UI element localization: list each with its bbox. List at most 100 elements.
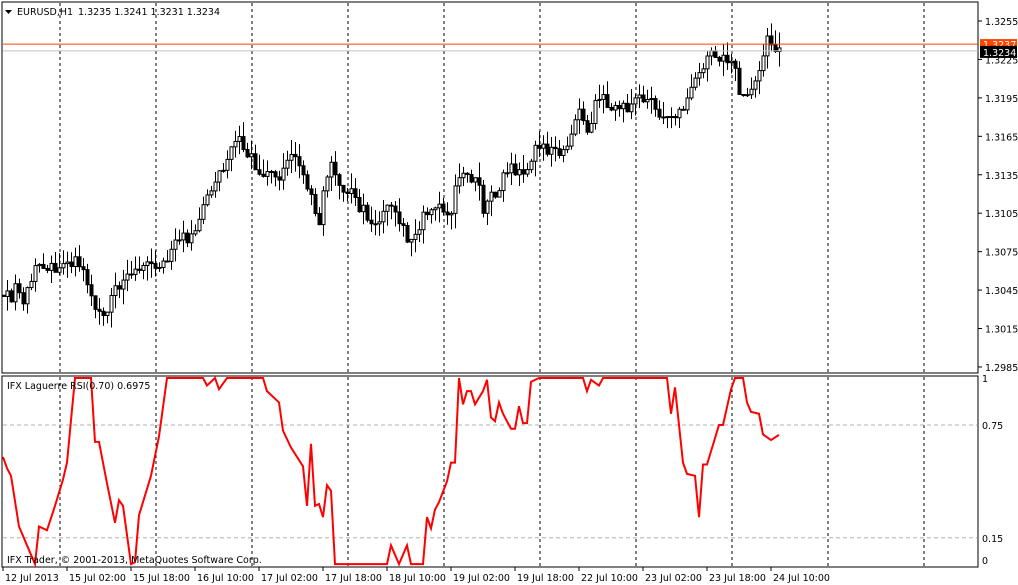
bull-candle [693,77,698,88]
bull-candle [381,210,386,223]
bear-candle [373,223,378,226]
bull-candle [385,204,390,212]
price-tick-label: 1.3255 [985,17,1018,28]
bear-candle [401,223,406,226]
bear-candle [165,260,170,263]
bear-candle [521,169,526,175]
bear-candle [117,285,122,290]
bull-candle [233,140,238,148]
price-tick-label: 1.3045 [985,286,1018,297]
bull-candle [677,108,682,119]
bull-candle [485,200,490,214]
bull-candle [329,161,334,178]
bull-candle [613,105,618,111]
bull-candle [229,146,234,160]
bear-candle [733,60,738,69]
bull-candle [761,55,766,72]
bull-candle [121,279,126,290]
bid-price-label: 1.3234 [980,45,1017,59]
bull-candle [105,311,110,317]
bear-candle [137,268,142,271]
bull-candle [173,239,178,250]
bull-candle [161,260,166,268]
bull-candle [281,167,286,181]
bull-candle [13,283,18,303]
bear-candle [713,50,718,58]
bull-candle [417,229,422,235]
bear-candle [297,156,302,167]
bull-candle [645,99,650,103]
bull-candle [501,172,506,192]
bull-candle [141,265,146,271]
time-tick-label: 15 Jul 02:00 [69,573,126,584]
bull-candle [73,256,78,267]
bull-candle [361,204,366,213]
bear-candle [477,177,482,186]
bull-candle [205,194,210,206]
bull-candle [721,54,726,62]
bear-candle [97,308,102,312]
bear-candle [89,284,94,297]
bear-candle [309,188,314,196]
bull-candle [633,97,638,105]
bull-candle [157,266,162,269]
bear-candle [625,102,630,113]
bear-candle [129,273,134,276]
bear-candle [657,108,662,118]
bull-candle [145,261,150,267]
bear-candle [241,136,246,150]
indicator-tick-label: 0.75 [982,421,1003,432]
bull-candle [125,273,130,281]
time-tick-label: 15 Jul 18:00 [133,573,190,584]
bear-candle [69,261,74,267]
bull-candle [433,207,438,211]
price-scale[interactable]: 1.3255 1.3225 1.3195 1.3165 1.3135 1.3105 1.30… [978,17,1018,374]
bull-candle [437,203,442,209]
time-tick-label: 19 Jul 18:00 [517,573,574,584]
bear-candle [317,213,322,226]
bull-candle [33,265,38,282]
bull-candle [237,136,242,142]
bear-candle [397,211,402,225]
bull-candle [189,233,194,244]
bull-candle [661,116,666,119]
bull-candle [569,133,574,147]
time-tick-label: 17 Jul 18:00 [325,573,382,584]
bull-candle [249,153,254,158]
bear-candle [365,204,370,221]
triangle-down-icon[interactable] [5,10,12,14]
bear-candle [77,256,82,268]
bull-candle [529,160,534,171]
bull-candle [777,47,782,53]
bear-candle [257,169,262,175]
time-tick-label: 16 Jul 10:00 [197,573,254,584]
time-tick-label: 17 Jul 02:00 [261,573,318,584]
bear-candle [641,94,646,103]
bear-candle [725,54,730,64]
bear-candle [345,191,350,194]
price-tick-label: 1.3015 [985,325,1018,336]
bull-candle [565,145,570,151]
indicator-panel[interactable] [1,375,979,568]
bull-candle [197,218,202,232]
bear-candle [93,295,98,310]
time-tick-label: 18 Jul 10:00 [389,573,446,584]
laguerre-rsi-line [2,376,780,569]
bull-candle [5,290,10,297]
bear-candle [1,294,6,297]
bull-candle [193,230,198,235]
bear-candle [393,205,398,213]
bull-candle [505,172,510,175]
main-chart-panel[interactable] [1,1,979,374]
bear-candle [441,203,446,213]
bear-candle [769,35,774,46]
bear-candle [585,120,590,133]
bull-candle [421,211,426,231]
bear-candle [293,153,298,158]
bull-candle [289,153,294,161]
bear-candle [185,232,190,244]
time-tick-label: 22 Jul 10:00 [581,573,638,584]
bull-candle [561,149,566,156]
time-scale[interactable]: 12 Jul 2013 15 Jul 02:00 15 Jul 18:00 16 Ju… [2,567,830,584]
